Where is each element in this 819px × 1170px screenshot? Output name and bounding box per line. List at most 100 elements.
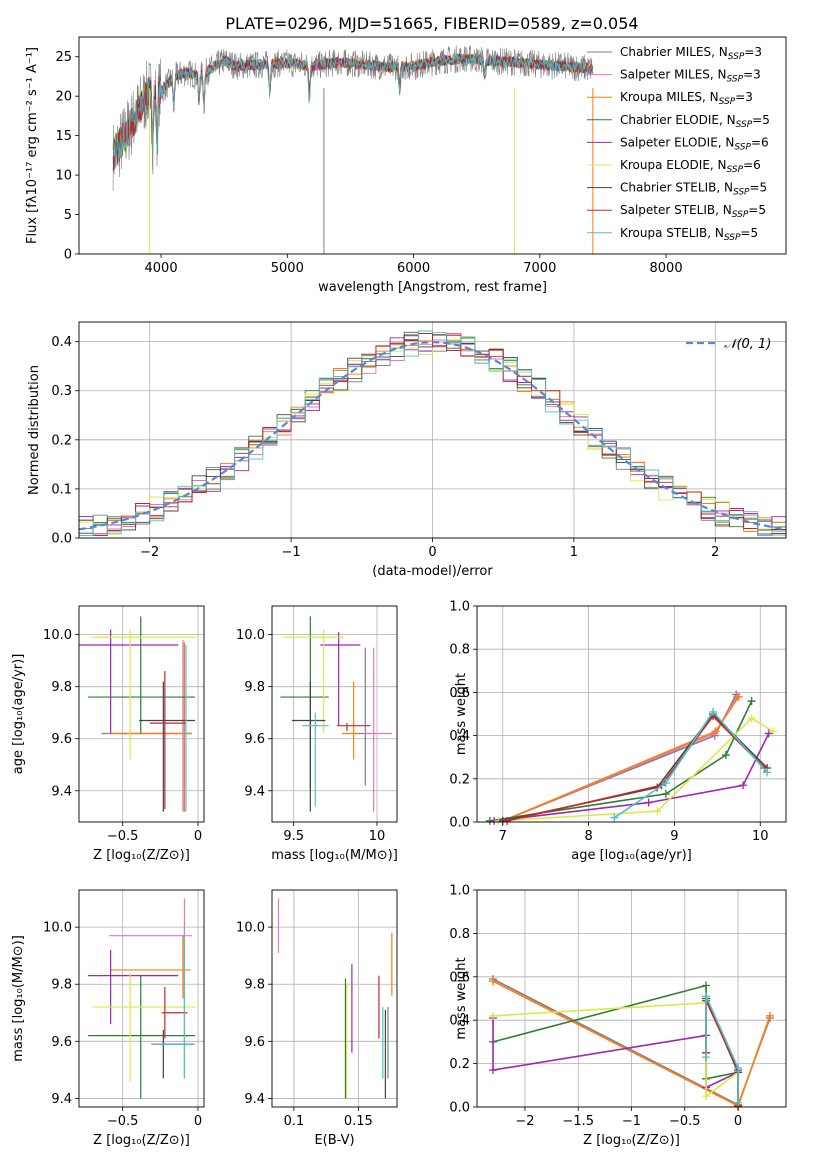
tick-label-y: 0.6 — [449, 970, 470, 985]
tick-label-y: 10 — [55, 169, 72, 184]
tick-label-x: 4000 — [145, 261, 178, 276]
spectrum-axes: 4000 5000 6000 7000 8000 0 5 10 15 20 25 wavelength… — [25, 47, 683, 295]
tick-label-x: 0.1 — [284, 1114, 305, 1129]
weight-marker-salpeter_stelib — [760, 764, 769, 772]
legend-suffix: =6 — [751, 135, 769, 149]
tick-label-y: 25 — [55, 50, 72, 65]
tick-label-x: 9.5 — [283, 829, 304, 844]
legend-suffix: =5 — [748, 203, 766, 217]
mass_vs_ebv-axes: 0.1 0.15 9.4 9.6 9.8 10.0 E(B-V) — [236, 890, 397, 1148]
age_vs_Z-frame — [78, 605, 205, 823]
tick-label-x: 8 — [584, 829, 592, 844]
weight-marker-chabrier_elodie — [721, 751, 730, 760]
tick-label-y: 10.0 — [43, 921, 72, 936]
age_vs_mass-axes: 9.5 10 9.4 9.6 9.8 10.0 mass [log₁₀(M/M⊙)] — [236, 606, 398, 863]
age_vs_Z-ylabel: age [log₁₀(age/yr)] — [11, 654, 26, 775]
weight-marker-kroupa_stelib — [734, 1063, 743, 1072]
tick-label-y: 0 — [64, 248, 72, 263]
tick-label-y: 0.2 — [449, 1057, 470, 1072]
weight-line-kroupa_stelib — [705, 995, 739, 1103]
weight-marker-salpeter_elodie — [488, 1066, 497, 1075]
tick-label-x: −0.5 — [107, 1114, 139, 1129]
legend-label: Salpeter MILES, NSSP=3 — [620, 68, 761, 85]
tick-label-x: 10 — [752, 829, 769, 844]
legend-suffix: =5 — [740, 226, 758, 240]
tick-label-x: −1 — [282, 545, 301, 560]
tick-label-x: 0 — [194, 829, 202, 844]
histogram-kroupa_stelib — [79, 330, 786, 536]
weight_vs_age-xlabel: age [log₁₀(age/yr)] — [571, 848, 692, 863]
legend-label: Chabrier STELIB, NSSP=5 — [620, 181, 767, 198]
legend-subscript: SSP — [727, 165, 744, 175]
weight-marker-kroupa_elodie — [488, 1011, 497, 1020]
legend-suffix: =5 — [750, 181, 768, 195]
weight-marker-kroupa_stelib — [702, 992, 711, 1001]
tick-label-y: 20 — [55, 90, 72, 105]
weight-marker-kroupa_elodie — [702, 1092, 711, 1101]
tick-label-y: 0.8 — [449, 927, 470, 942]
weight-marker-kroupa_elodie — [747, 714, 756, 723]
tick-label-x: −0.5 — [107, 829, 139, 844]
residuals-ylabel: Normed distribution — [27, 365, 42, 495]
tick-label-x: −0.5 — [669, 1114, 701, 1129]
spectrum-legend: Chabrier MILES, NSSP=3 Salpeter MILES, NS… — [587, 45, 770, 243]
legend-label: Salpeter STELIB, NSSP=5 — [620, 203, 766, 220]
mass_vs_Z-frame — [78, 889, 205, 1108]
figure-title: PLATE=0296, MJD=51665, FIBERID=0589, z=0… — [225, 14, 638, 33]
legend-label: 𝒩(0, 1) — [724, 337, 771, 352]
tick-label-x: 8000 — [650, 261, 683, 276]
mass_vs_Z-ylabel: mass [log₁₀(M/M⊙)] — [11, 935, 26, 1062]
legend-subscript: SSP — [727, 75, 744, 85]
tick-label-y: 1.0 — [449, 884, 470, 899]
legend-subscript: SSP — [724, 233, 741, 243]
weight-line-kroupa_elodie — [498, 717, 774, 822]
weight-marker-kroupa_miles — [734, 692, 743, 701]
weight-marker-salpeter_elodie — [644, 798, 653, 807]
weight-line-chabrier_stelib — [705, 998, 739, 1106]
tick-label-x: 0 — [734, 1114, 742, 1129]
gaussian-curve — [79, 341, 786, 531]
tick-label-y: 0.2 — [51, 433, 72, 448]
weight-marker-kroupa_stelib — [734, 1098, 743, 1107]
tick-label-y: 9.4 — [244, 1092, 265, 1107]
legend-subscript: SSP — [733, 188, 750, 198]
tick-label-y: 0.4 — [449, 729, 470, 744]
tick-label-x: −1 — [622, 1114, 641, 1129]
tick-label-y: 5 — [64, 208, 72, 223]
legend-subscript: SSP — [734, 142, 751, 152]
weight_vs_Z-xlabel: Z [log₁₀(Z/Z⊙)] — [583, 1133, 680, 1148]
weight_vs_Z-frame — [476, 889, 787, 1108]
tick-label-y: 0.4 — [51, 335, 72, 350]
legend-suffix: =3 — [743, 68, 761, 82]
legend-subscript: SSP — [736, 120, 753, 130]
weight-marker-chabrier_elodie — [747, 697, 756, 706]
tick-label-y: 0.0 — [449, 1101, 470, 1116]
tick-label-x: −1.5 — [562, 1114, 594, 1129]
tick-label-x: 5000 — [271, 261, 304, 276]
weight-marker-chabrier_elodie — [702, 981, 711, 990]
weight-line-kroupa_miles — [502, 696, 740, 822]
residuals-axes: −2 −1 0 1 2 0.0 0.1 0.2 0.3 0.4 (data-model)/error… — [27, 322, 786, 579]
weight-line-kroupa_stelib — [613, 710, 768, 819]
tick-label-y: 9.8 — [51, 978, 72, 993]
weight-marker-kroupa_stelib — [709, 707, 718, 716]
weight_vs_age-axes: 7 8 9 10 0.0 0.2 0.4 0.6 0.8 1.0 age [log₁₀(age/yr… — [449, 600, 786, 863]
weight-line-salpeter_stelib — [506, 714, 766, 822]
spectrum-xlabel: wavelength [Angstrom, rest frame] — [318, 280, 547, 295]
legend-label: Chabrier MILES, NSSP=3 — [620, 45, 762, 62]
weight-marker-salpeter_stelib — [503, 816, 512, 825]
weight-marker-kroupa_miles — [711, 727, 720, 736]
tick-label-y: 9.8 — [244, 978, 265, 993]
legend-suffix: =3 — [744, 45, 762, 59]
legend-label: Kroupa MILES, NSSP=3 — [620, 90, 753, 107]
mass_vs_ebv-xlabel: E(B-V) — [314, 1133, 354, 1148]
tick-label-x: −2 — [515, 1114, 534, 1129]
weight-marker-salpeter_elodie — [764, 729, 773, 738]
weight-line-salpeter_elodie — [492, 1018, 739, 1106]
weight_vs_age-ylabel: mass weight — [454, 673, 469, 755]
residuals-frame — [78, 321, 787, 539]
tick-label-y: 0.1 — [51, 482, 72, 497]
tick-label-y: 1.0 — [449, 600, 470, 615]
legend-label: Kroupa ELODIE, NSSP=6 — [620, 158, 761, 175]
